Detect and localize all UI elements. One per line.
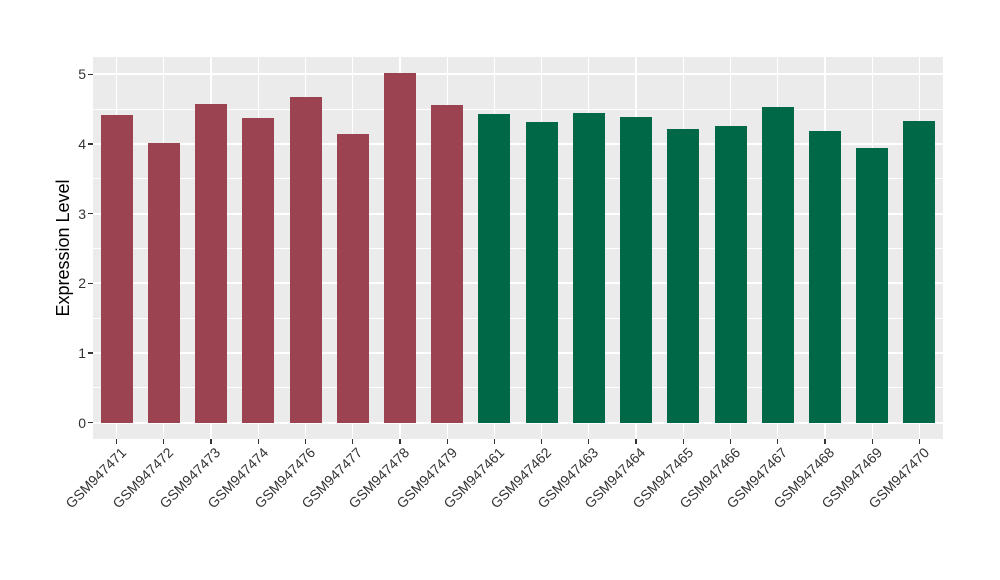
x-tick-mark (871, 439, 873, 444)
y-tick-label: 3 (78, 205, 86, 222)
gridline-major (93, 421, 943, 424)
x-tick-mark (918, 439, 920, 444)
bar-GSM947471 (100, 114, 133, 423)
x-tick-mark (304, 439, 307, 444)
bar-GSM947461 (478, 114, 511, 423)
y-tick-mark (88, 73, 93, 75)
bar-GSM947478 (383, 72, 416, 423)
gridline-minor (93, 108, 943, 110)
y-tick-label: 1 (78, 345, 86, 362)
gridline-major (93, 212, 943, 215)
gridline-minor (93, 387, 943, 389)
bar-GSM947470 (903, 120, 936, 423)
bar-GSM947464 (620, 116, 653, 423)
bar-GSM947466 (714, 125, 747, 423)
bar-GSM947474 (242, 118, 275, 423)
x-tick-mark (824, 439, 826, 444)
x-tick-mark (635, 439, 637, 444)
y-tick-mark (88, 352, 93, 354)
gridline-major (93, 282, 943, 285)
plot-panel (93, 57, 943, 439)
x-tick-mark (446, 439, 448, 444)
y-tick-mark (88, 282, 93, 284)
x-tick-mark (210, 439, 212, 444)
x-tick-mark (163, 439, 165, 444)
y-tick-mark (88, 213, 93, 215)
gridline-minor (93, 248, 943, 249)
bar-GSM947476 (289, 96, 322, 423)
y-tick-label: 5 (78, 66, 86, 83)
x-tick-mark (682, 439, 684, 444)
y-tick-label: 2 (78, 275, 86, 292)
bar-GSM947465 (667, 128, 700, 423)
bar-GSM947477 (336, 134, 369, 423)
y-axis-title: Expression Level (53, 179, 73, 317)
x-tick-mark (729, 439, 732, 444)
x-tick-mark (777, 439, 779, 444)
gridline-minor (93, 317, 943, 319)
y-tick-label: 0 (78, 414, 86, 431)
y-tick-mark (88, 143, 93, 145)
bar-GSM947467 (761, 107, 794, 423)
x-tick-mark (257, 439, 259, 444)
gridline-major (93, 143, 943, 145)
bar-GSM947468 (808, 130, 841, 423)
bar-GSM947472 (147, 143, 180, 423)
bar-GSM947479 (431, 104, 464, 423)
gridline-major (93, 352, 943, 354)
x-tick-mark (352, 439, 354, 444)
bar-GSM947473 (195, 103, 228, 423)
bar-GSM947469 (856, 148, 889, 423)
y-tick-mark (88, 422, 93, 424)
bar-GSM947462 (525, 121, 558, 423)
x-tick-mark (588, 439, 590, 444)
y-tick-label: 4 (78, 135, 86, 152)
x-tick-mark (541, 439, 543, 444)
bar-GSM947463 (572, 112, 605, 423)
x-tick-mark (399, 439, 401, 444)
x-tick-mark (116, 439, 118, 444)
gridline-major (93, 73, 943, 76)
x-tick-mark (493, 439, 495, 444)
gridline-minor (93, 178, 943, 180)
